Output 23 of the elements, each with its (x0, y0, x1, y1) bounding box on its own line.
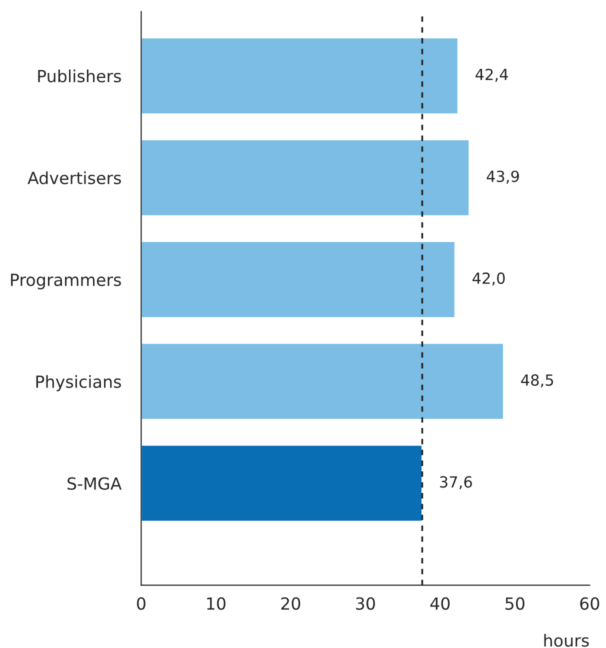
x-tick-label: 40 (430, 597, 450, 610)
bar (141, 444, 423, 522)
data-label: 42,0 (472, 272, 505, 286)
data-label: 42,4 (476, 68, 508, 82)
y-tick-label: S-MGA (68, 477, 122, 490)
bar (141, 138, 470, 217)
x-tick-label: 60 (580, 597, 600, 610)
bar (141, 36, 459, 115)
x-tick-label: 0 (136, 597, 146, 610)
y-tick-label: Physicians (36, 375, 121, 392)
y-tick-label: Advertisers (28, 171, 121, 184)
x-tick-label: 30 (356, 597, 375, 610)
x-tick-label: 50 (506, 597, 524, 610)
x-axis-title: hours (544, 634, 589, 647)
y-tick-label: Programmers (11, 274, 121, 290)
bar (141, 342, 504, 420)
data-label: 48,5 (521, 374, 554, 388)
bar (141, 240, 456, 318)
data-label: 43,9 (486, 170, 519, 184)
data-label: 37,6 (440, 476, 472, 490)
x-tick-label: 10 (207, 597, 226, 610)
y-tick-label: Publishers (38, 70, 121, 82)
x-tick-label: 20 (281, 597, 300, 610)
